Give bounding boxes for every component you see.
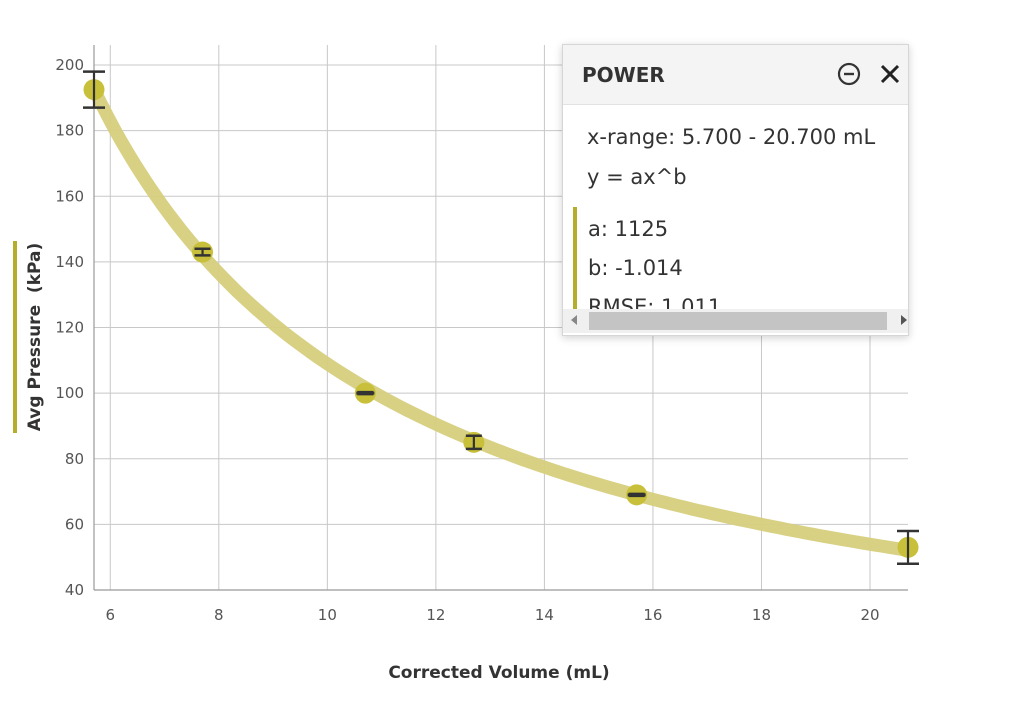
scroll-right-icon[interactable]: [901, 315, 907, 325]
y-tick-label: 160: [55, 187, 84, 205]
x-tick-label: 12: [426, 606, 445, 624]
y-tick-label: 60: [65, 515, 84, 533]
y-tick-label: 120: [55, 319, 84, 337]
grid: [94, 45, 908, 591]
fit-curve-group: [87, 82, 915, 557]
fit-panel[interactable]: POWER x-range: 5.700 - 20.700 mL y = ax^…: [562, 44, 909, 336]
y-tick-label: 140: [55, 253, 84, 271]
horizontal-scrollbar[interactable]: [563, 309, 908, 333]
fit-x-range: x-range: 5.700 - 20.700 mL: [587, 125, 876, 149]
fit-parameters: a: 1125 b: -1.014 RMSE: 1.011: [573, 207, 907, 309]
x-tick-label: 18: [752, 606, 771, 624]
y-tick-label: 180: [55, 122, 84, 140]
x-tick-label: 16: [643, 606, 662, 624]
x-tick-label: 10: [318, 606, 337, 624]
scrollbar-thumb[interactable]: [589, 312, 887, 330]
x-tick-label: 6: [106, 606, 116, 624]
param-rmse: RMSE: 1.011: [588, 295, 722, 309]
param-b: b: -1.014: [588, 256, 683, 280]
close-icon[interactable]: [877, 61, 903, 87]
y-tick-label: 100: [55, 384, 84, 402]
fit-panel-header: POWER: [563, 45, 908, 105]
y-tick-label: 40: [65, 581, 84, 599]
minus-circle-icon[interactable]: [836, 61, 862, 87]
x-tick-label: 8: [214, 606, 224, 624]
y-axis-accent-bar: [13, 241, 17, 433]
fit-equation: y = ax^b: [587, 165, 687, 189]
param-a: a: 1125: [588, 217, 669, 241]
axes: [93, 45, 908, 591]
fit-curve: [87, 82, 915, 557]
tick-labels: 40 60 80 100 120 140 160 180 200 6 8 10 12 14 16 18 20: [55, 56, 879, 624]
y-tick-label: 80: [65, 450, 84, 468]
x-tick-label: 14: [535, 606, 554, 624]
y-axis-title: Avg Pressure (kPa): [25, 243, 45, 432]
data-points: [83, 70, 919, 565]
x-tick-label: 20: [860, 606, 879, 624]
x-axis-title: Corrected Volume (mL): [388, 663, 609, 683]
fit-panel-title: POWER: [582, 63, 665, 87]
y-tick-label: 200: [55, 56, 84, 74]
scroll-left-icon[interactable]: [571, 315, 577, 325]
